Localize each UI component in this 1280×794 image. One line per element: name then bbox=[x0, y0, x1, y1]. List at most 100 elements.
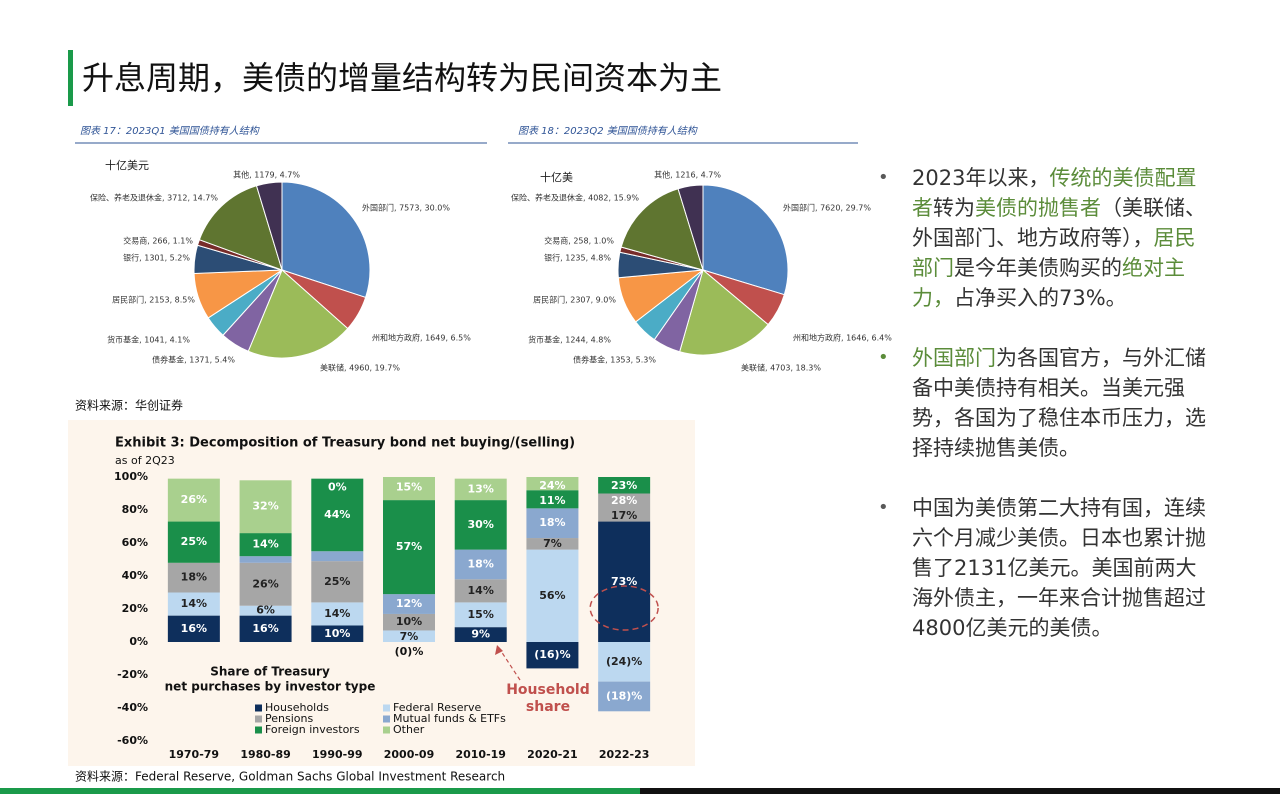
slice-label: 州和地方政府, 1649, 6.5% bbox=[372, 333, 471, 343]
bar-segment bbox=[526, 490, 579, 509]
bar-segment bbox=[454, 549, 507, 580]
slice-label: 保险、养老及退休金, 4082, 15.9% bbox=[511, 193, 639, 203]
bar-segment bbox=[526, 508, 579, 539]
pie-slice bbox=[255, 181, 283, 271]
data-label: 15% bbox=[396, 481, 422, 494]
legend-swatch bbox=[255, 715, 262, 723]
bar-segment bbox=[311, 478, 364, 552]
bullet-text: 转为 bbox=[933, 196, 975, 220]
bar-segment bbox=[454, 500, 507, 550]
x-tick-label: 1970-79 bbox=[169, 748, 220, 761]
data-label: 30% bbox=[468, 518, 494, 531]
data-label: 10% bbox=[396, 615, 422, 628]
unit-label: 十亿美 bbox=[540, 170, 573, 184]
data-label: 18% bbox=[181, 571, 207, 584]
bar-segment bbox=[167, 521, 220, 563]
bar-segment bbox=[311, 602, 364, 626]
bar-segment bbox=[454, 627, 507, 642]
bullet: • 2023年以来，传统的美债配置者转为美债的抛售者（美联储、外国部门、地方政府等… bbox=[878, 163, 1208, 313]
data-label: 10% bbox=[324, 627, 350, 640]
data-label: 7% bbox=[400, 630, 419, 643]
bar-segment bbox=[454, 579, 507, 603]
slice-label: 外国部门, 7620, 29.7% bbox=[783, 203, 871, 213]
data-label: 14% bbox=[181, 597, 207, 610]
bar-segment bbox=[239, 562, 292, 606]
data-label: 7% bbox=[543, 537, 562, 550]
slice-label: 货币基金, 1244, 4.8% bbox=[528, 335, 611, 345]
bullet-text: 传统的美债配置者 bbox=[912, 166, 1197, 220]
bar-segment bbox=[167, 615, 220, 642]
y-tick-label: 100% bbox=[114, 470, 148, 483]
x-tick-label: 2022-23 bbox=[599, 748, 650, 761]
pie-slice bbox=[198, 185, 283, 271]
data-label: (16)% bbox=[534, 648, 570, 661]
bar-segment bbox=[311, 551, 364, 562]
bullet-marker: • bbox=[878, 497, 889, 518]
data-label: 23% bbox=[611, 479, 637, 492]
bar-segment bbox=[598, 493, 651, 522]
slice-label: 交易商, 258, 1.0% bbox=[544, 236, 614, 246]
slice-label: 债券基金, 1353, 5.3% bbox=[573, 355, 656, 365]
bar-segment bbox=[239, 480, 292, 534]
data-label: 26% bbox=[181, 493, 207, 506]
data-label: 32% bbox=[252, 500, 278, 513]
bar-segment bbox=[167, 478, 220, 522]
bullet: • 外国部门为各国官方，与外汇储备中美债持有相关。当美元强势，各国为了稳住本币压力… bbox=[878, 343, 1208, 463]
pie-slice bbox=[620, 188, 704, 271]
bars bbox=[167, 477, 651, 712]
data-label: 14% bbox=[324, 607, 350, 620]
legend-swatch bbox=[255, 704, 262, 712]
y-tick-label: 0% bbox=[129, 635, 148, 648]
bar-segment bbox=[239, 605, 292, 616]
legend-label: Foreign investors bbox=[265, 723, 360, 736]
slice-label: 其他, 1179, 4.7% bbox=[233, 170, 300, 180]
data-label: 11% bbox=[539, 494, 565, 507]
bullet-list: • 2023年以来，传统的美债配置者转为美债的抛售者（美联储、外国部门、地方政府等… bbox=[878, 163, 1218, 673]
legend-label: Households bbox=[265, 701, 329, 714]
x-tick-label: 1990-99 bbox=[312, 748, 363, 761]
chart-subtitle: as of 2Q23 bbox=[115, 454, 175, 467]
data-label: 17% bbox=[611, 509, 637, 522]
legend-swatch bbox=[383, 704, 390, 712]
slice-label: 外国部门, 7573, 30.0% bbox=[362, 203, 450, 213]
source: 资料来源：华创证券 bbox=[75, 398, 183, 413]
data-label: 9% bbox=[471, 628, 490, 641]
data-label: 14% bbox=[252, 538, 278, 551]
bar-segment bbox=[311, 561, 364, 603]
bar-segment bbox=[526, 477, 579, 491]
data-label: 0% bbox=[328, 481, 347, 494]
data-label: 16% bbox=[252, 622, 278, 635]
bar-segment bbox=[454, 602, 507, 628]
data-label: 12% bbox=[396, 597, 422, 610]
slice-label: 银行, 1235, 4.8% bbox=[544, 253, 611, 263]
bar-segment bbox=[526, 538, 579, 550]
y-tick-label: 40% bbox=[122, 569, 148, 582]
legend-label: Pensions bbox=[265, 712, 313, 725]
bullet-marker: • bbox=[878, 347, 889, 368]
chart-title: 图表 18：2023Q2 美国国债持有人结构 bbox=[518, 125, 699, 137]
data-label: 25% bbox=[324, 575, 350, 588]
slide-title: 升息周期，美债的增量结构转为民间资本为主 bbox=[82, 59, 722, 97]
bar-segment bbox=[598, 681, 651, 712]
bullet-text: 占净买入的73%。 bbox=[954, 286, 1127, 310]
bullet-text: 外国部门 bbox=[912, 346, 996, 370]
unit-label: 十亿美元 bbox=[105, 158, 149, 172]
slice-label: 其他, 1216, 4.7% bbox=[654, 170, 721, 180]
data-label: 25% bbox=[181, 535, 207, 548]
bar-segment bbox=[311, 625, 364, 642]
bar-segment bbox=[383, 500, 435, 595]
slice-label: 居民部门, 2153, 8.5% bbox=[112, 295, 195, 305]
data-label: 28% bbox=[611, 494, 637, 507]
bullet-text: 为各国官方，与外汇储备中美债持有相关。当美元强势，各国为了稳住本币压力，选择持续… bbox=[912, 346, 1206, 460]
annotation: Household bbox=[506, 682, 590, 698]
annotation: Share of Treasury bbox=[210, 665, 330, 679]
bar-segment bbox=[167, 592, 220, 616]
y-tick-label: -20% bbox=[117, 668, 148, 681]
slice-label: 保险、养老及退休金, 3712, 14.7% bbox=[90, 193, 218, 203]
data-label: 73% bbox=[611, 575, 637, 588]
slice-label: 债券基金, 1371, 5.4% bbox=[152, 355, 235, 365]
footer-bar bbox=[640, 788, 1280, 794]
slice-label: 美联储, 4960, 19.7% bbox=[320, 363, 400, 373]
slice-label: 州和地方政府, 1646, 6.4% bbox=[793, 333, 892, 343]
highlight-ring bbox=[589, 585, 659, 631]
